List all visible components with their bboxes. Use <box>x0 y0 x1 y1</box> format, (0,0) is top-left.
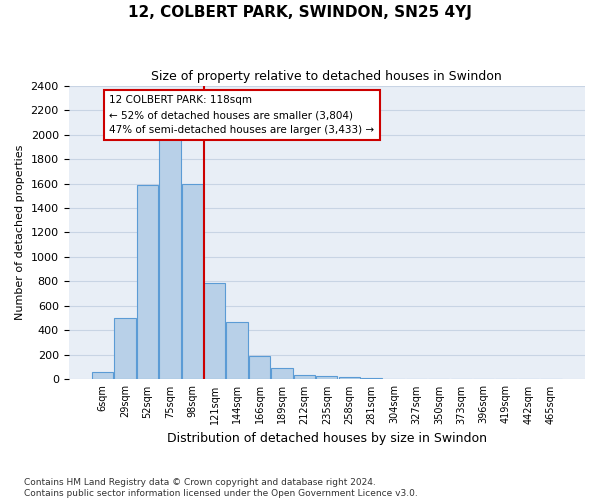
Text: Contains HM Land Registry data © Crown copyright and database right 2024.
Contai: Contains HM Land Registry data © Crown c… <box>24 478 418 498</box>
Title: Size of property relative to detached houses in Swindon: Size of property relative to detached ho… <box>151 70 502 83</box>
Bar <box>316 376 337 380</box>
Bar <box>473 379 494 380</box>
Bar <box>383 379 404 380</box>
Bar <box>92 372 113 380</box>
Bar <box>182 184 203 380</box>
Bar <box>226 322 248 380</box>
Y-axis label: Number of detached properties: Number of detached properties <box>15 145 25 320</box>
Bar <box>137 184 158 380</box>
Bar <box>249 356 270 380</box>
Bar <box>496 379 517 380</box>
Bar <box>115 318 136 380</box>
Bar <box>204 282 226 380</box>
Text: 12, COLBERT PARK, SWINDON, SN25 4YJ: 12, COLBERT PARK, SWINDON, SN25 4YJ <box>128 5 472 20</box>
Bar <box>518 379 539 380</box>
Bar <box>338 377 360 380</box>
Bar <box>406 379 427 380</box>
Bar <box>294 375 315 380</box>
Text: 12 COLBERT PARK: 118sqm
← 52% of detached houses are smaller (3,804)
47% of semi: 12 COLBERT PARK: 118sqm ← 52% of detache… <box>109 96 374 135</box>
Bar <box>540 379 562 380</box>
Bar <box>428 379 449 380</box>
X-axis label: Distribution of detached houses by size in Swindon: Distribution of detached houses by size … <box>167 432 487 445</box>
Bar <box>361 378 382 380</box>
Bar <box>451 379 472 380</box>
Bar <box>271 368 293 380</box>
Bar <box>159 140 181 380</box>
